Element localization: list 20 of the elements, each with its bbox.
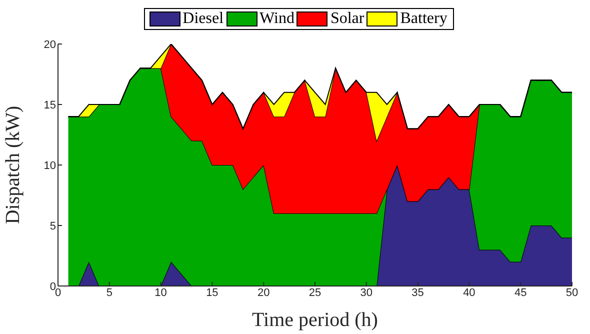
legend-label: Wind xyxy=(260,10,294,28)
y-axis-title: Dispatch (kW) xyxy=(2,106,24,224)
x-tick-label: 35 xyxy=(412,286,424,299)
x-tick-label: 5 xyxy=(106,286,112,299)
x-tick-label: 40 xyxy=(463,286,476,299)
x-tick-label: 25 xyxy=(308,286,322,299)
x-tick-label: 20 xyxy=(257,286,270,299)
x-tick-label: 15 xyxy=(206,286,218,299)
x-tick-label: 50 xyxy=(566,286,578,299)
y-tick-label: 5 xyxy=(50,220,56,232)
x-axis-title: Time period (h) xyxy=(252,309,378,331)
x-tick-label: 45 xyxy=(514,286,527,299)
y-tick-label: 10 xyxy=(44,160,56,172)
legend-label: Diesel xyxy=(182,10,224,28)
y-tick-label: 20 xyxy=(44,38,56,51)
y-tick-label: 15 xyxy=(44,99,56,112)
legend-label: Solar xyxy=(330,10,364,28)
legend-label: Battery xyxy=(400,10,448,28)
x-tick-label: 10 xyxy=(154,286,167,299)
x-tick-label: 30 xyxy=(360,286,373,299)
